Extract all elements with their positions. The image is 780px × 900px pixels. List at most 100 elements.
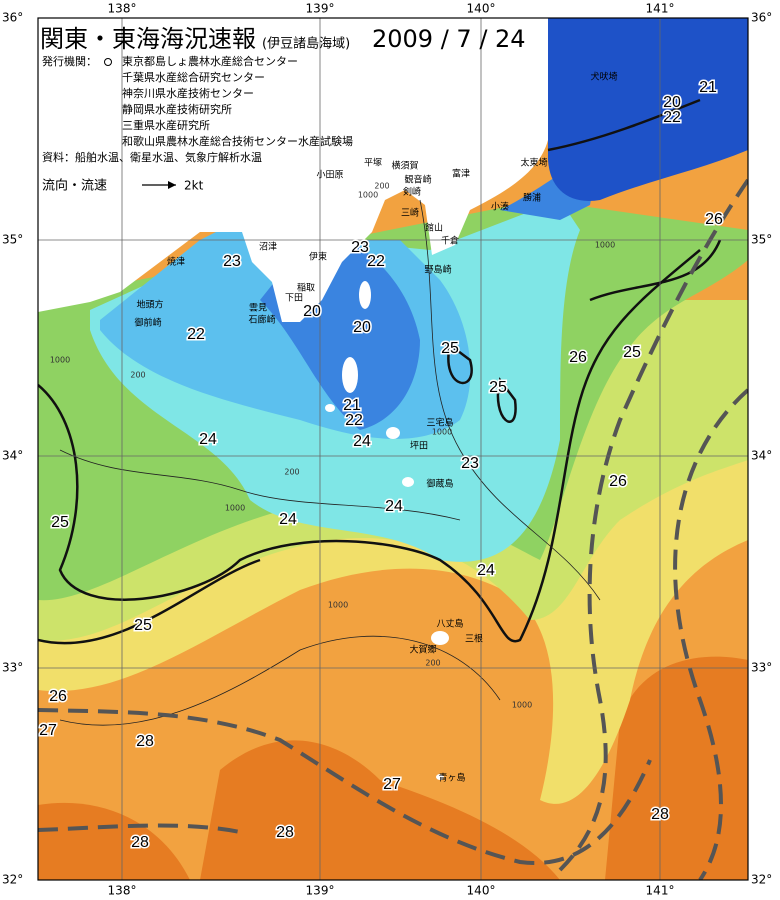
place-name: 千倉 <box>441 235 459 247</box>
isotherm-label: 27 <box>383 776 401 793</box>
isotherm-label: 28 <box>276 824 294 841</box>
longitude-label: 139° <box>306 884 335 898</box>
depth-label: 1000 <box>328 601 348 610</box>
place-name: 勝浦 <box>523 192 541 204</box>
longitude-label: 138° <box>108 884 137 898</box>
place-name: 雲見 <box>249 303 267 314</box>
sources: 資料：船舶水温、衛星水温、気象庁解析水温 <box>42 150 262 164</box>
latitude-label: 36° <box>751 11 772 25</box>
publisher: 神奈川県水産技術センター <box>122 86 254 100</box>
isotherm-label: 25 <box>134 617 152 634</box>
place-name: 御前崎 <box>134 317 161 329</box>
isotherm-label: 23 <box>223 253 241 270</box>
isotherm-label: 28 <box>131 834 149 851</box>
place-name: 三根 <box>465 633 483 645</box>
place-name: 富津 <box>452 168 470 180</box>
publisher: 静岡県水産技術研究所 <box>122 102 232 116</box>
place-name: 平塚 <box>364 158 382 169</box>
depth-label: 200 <box>374 182 389 191</box>
date: 2009 / 7 / 24 <box>372 25 526 53</box>
isotherm-label: 20 <box>353 319 371 336</box>
longitude-label: 140° <box>467 884 496 898</box>
longitude-label: 141° <box>646 2 675 16</box>
isotherm-label: 24 <box>385 498 403 515</box>
temperature-zones <box>38 18 748 880</box>
publisher: 三重県水産研究所 <box>122 118 210 132</box>
place-name: 伊東 <box>309 251 327 263</box>
place-name: 観音崎 <box>404 174 431 186</box>
depth-label: 1000 <box>595 241 615 250</box>
grid <box>37 17 749 881</box>
isotherm-label: 25 <box>441 340 459 357</box>
longitude-label: 140° <box>467 2 496 16</box>
place-name: 稲取 <box>297 282 315 294</box>
latitude-label: 33° <box>2 661 23 675</box>
isotherm-label: 28 <box>136 733 154 750</box>
isotherm-label: 25 <box>51 514 69 531</box>
title: 関東・東海海況速報 <box>40 25 256 53</box>
publisher: 和歌山県農林水産総合技術センター水産試験場 <box>122 134 353 148</box>
isotherm-label: 24 <box>353 433 371 450</box>
latitude-label: 36° <box>2 11 23 25</box>
depth-label: 200 <box>425 659 440 668</box>
isotherm-label: 22 <box>663 109 681 126</box>
depth-label: 1000 <box>358 191 378 200</box>
place-name: 大賀郷 <box>409 644 436 656</box>
subtitle: (伊豆諸島海域) <box>262 36 350 52</box>
place-name: 地頭方 <box>136 299 163 311</box>
isotherm-label: 25 <box>489 379 507 396</box>
publishers-label: 発行機関： <box>42 54 97 68</box>
depth-label: 1000 <box>50 356 70 365</box>
longitude-label: 139° <box>306 2 335 16</box>
isotherm-label: 22 <box>187 326 205 343</box>
place-name: 坪田 <box>410 441 428 452</box>
publisher: 東京都島しょ農林水産総合センター <box>122 54 298 68</box>
latitude-label: 32° <box>2 873 23 887</box>
latitude-label: 35° <box>2 233 23 247</box>
isotherm-label: 21 <box>699 79 717 96</box>
latitude-label: 34° <box>2 449 23 463</box>
depth-label: 200 <box>284 468 299 477</box>
isotherm-label: 20 <box>663 94 681 111</box>
place-name: 野島崎 <box>424 264 451 276</box>
place-name: 下田 <box>285 293 303 304</box>
isotherm-label: 21 <box>343 397 361 414</box>
depth-label: 1000 <box>512 701 532 710</box>
place-name: 八丈島 <box>436 618 463 630</box>
place-name: 館山 <box>425 222 443 234</box>
isotherm-label: 26 <box>569 349 587 366</box>
place-name: 三崎 <box>401 207 419 219</box>
isotherm-label: 26 <box>49 688 67 705</box>
place-name: 横須賀 <box>391 160 418 172</box>
isotherm-label: 23 <box>461 455 479 472</box>
publisher-symbol <box>104 58 112 66</box>
isotherm-label: 24 <box>199 431 217 448</box>
place-name: 三宅島 <box>426 417 453 429</box>
place-name: 剣崎 <box>403 186 421 198</box>
depth-label: 1000 <box>225 504 245 513</box>
longitude-label: 141° <box>646 884 675 898</box>
isotherm-label: 25 <box>623 344 641 361</box>
place-name: 青ヶ島 <box>438 772 465 784</box>
latitude-label: 35° <box>751 233 772 247</box>
isotherm-label: 28 <box>651 806 669 823</box>
isotherm-label: 23 <box>351 239 369 256</box>
place-name: 沼津 <box>259 242 277 253</box>
isotherm-label: 24 <box>279 511 297 528</box>
isotherm-label: 26 <box>705 211 723 228</box>
place-name: 石廊崎 <box>248 314 275 326</box>
isotherm-label: 27 <box>39 722 57 739</box>
isotherm-label: 22 <box>345 412 363 429</box>
longitude-label: 138° <box>108 2 137 16</box>
depth-label: 200 <box>130 371 145 380</box>
depth-label: 1000 <box>432 428 452 437</box>
publisher: 千葉県水産総合研究センター <box>122 70 265 84</box>
place-name: 御蔵島 <box>426 478 453 490</box>
place-name: 太東埼 <box>520 157 547 169</box>
latitude-label: 32° <box>751 873 772 887</box>
place-name: 犬吠埼 <box>590 71 617 83</box>
isotherm-label: 22 <box>367 253 385 270</box>
place-name: 小湊 <box>491 201 509 213</box>
